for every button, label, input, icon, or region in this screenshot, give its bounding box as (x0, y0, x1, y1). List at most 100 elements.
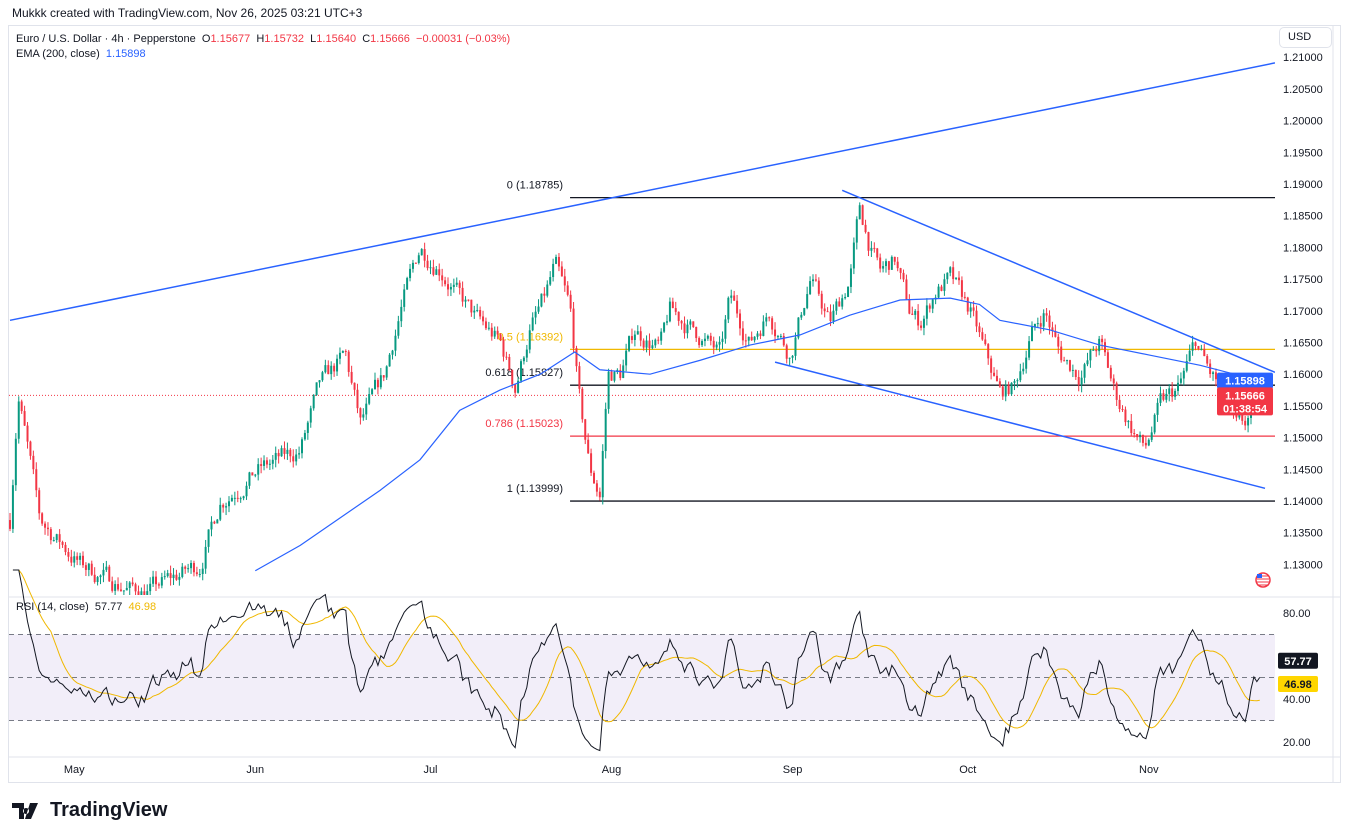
candle-body (636, 331, 639, 335)
candle-body (601, 451, 604, 498)
candle-body (969, 307, 972, 312)
fib-level-label: 0 (1.18785) (507, 180, 563, 192)
candle-body (298, 453, 301, 455)
rsi-value: 57.77 (94, 601, 123, 613)
candle-body (651, 345, 654, 349)
candle-body (1045, 313, 1048, 316)
candle-body (409, 268, 412, 279)
candle-body (216, 519, 219, 524)
candle-body (143, 591, 146, 595)
candle-body (251, 472, 254, 476)
us-flag-icon (1255, 572, 1271, 588)
candle-body (625, 350, 628, 366)
candle-body (359, 408, 362, 418)
candle-body (993, 372, 996, 376)
candle-body (984, 339, 987, 345)
candle-body (1168, 388, 1171, 394)
candle-body (444, 280, 447, 285)
candle-body (788, 357, 791, 359)
candle-body (750, 336, 753, 341)
candle-body (1165, 393, 1168, 400)
candle-body (309, 408, 312, 423)
candle-body (709, 335, 712, 341)
candle-body (1214, 372, 1217, 380)
last-price-tag-text: 01:38:54 (1223, 403, 1268, 415)
candle-body (560, 266, 563, 277)
currency-button[interactable]: USD (1279, 27, 1332, 48)
candle-body (461, 287, 464, 302)
candle-body (479, 309, 482, 317)
candle-body (432, 267, 435, 275)
candle-body (32, 455, 35, 470)
rsi-value-tag (1278, 652, 1318, 669)
candle-body (998, 381, 1001, 387)
candle-body (940, 286, 943, 291)
candle-body (1083, 364, 1086, 378)
candle-body (117, 584, 120, 590)
candle-body (1136, 434, 1139, 438)
candle-body (534, 311, 537, 318)
candle-body (283, 448, 286, 454)
candle-body (1174, 390, 1177, 397)
candle-body (137, 591, 140, 595)
rsi-legend: RSI (14, close) 57.77 46.98 (16, 601, 156, 613)
candle-body (292, 456, 295, 462)
candle-body (1121, 408, 1124, 410)
time-tick-label: Jul (423, 764, 437, 776)
rsi-label[interactable]: RSI (14, close) (16, 601, 89, 613)
candle-body (327, 365, 330, 375)
candle-body (1104, 342, 1106, 353)
candle-body (990, 358, 993, 373)
candle-body (648, 340, 651, 349)
candle-body (511, 369, 514, 385)
high-value: 1.15732 (264, 33, 305, 45)
candle-body (917, 310, 920, 326)
tradingview-logo-icon (12, 802, 38, 819)
candle-body (730, 295, 733, 298)
candle-body (321, 372, 324, 381)
candle-body (1153, 414, 1156, 433)
candle-body (1197, 345, 1200, 350)
candle-body (464, 299, 467, 302)
candle-body (38, 490, 41, 514)
candle-body (890, 256, 893, 270)
rsi-ma-line (12, 569, 1260, 729)
candle-body (376, 379, 379, 388)
candle-body (549, 277, 552, 285)
candle-body (809, 281, 812, 295)
candle-body (166, 573, 169, 577)
candle-body (152, 576, 155, 584)
candle-body (17, 401, 20, 439)
candle-body (674, 308, 677, 312)
time-tick-label: Aug (602, 764, 622, 776)
candle-body (753, 336, 756, 341)
candle-body (82, 555, 84, 566)
candle-body (1022, 368, 1025, 372)
candle-body (768, 317, 771, 319)
candle-body (619, 369, 622, 379)
ema-label[interactable]: EMA (200, close) (16, 48, 100, 60)
candle-body (1077, 376, 1080, 385)
upper-trendline (9, 62, 1275, 322)
candle-body (458, 282, 461, 288)
candle-body (70, 556, 73, 563)
candle-body (254, 474, 257, 476)
candle-body (885, 261, 887, 267)
candle-body (817, 280, 820, 294)
candle-body (73, 556, 76, 563)
candle-body (225, 506, 228, 508)
candle-body (1179, 378, 1182, 383)
candle-body (517, 380, 520, 393)
candle-body (303, 432, 306, 440)
candle-body (829, 311, 832, 322)
candle-body (260, 464, 263, 466)
candle-body (963, 296, 966, 298)
price-tick-label: 1.18000 (1283, 242, 1323, 254)
chart-frame (8, 25, 1341, 783)
candle-body (613, 372, 616, 381)
candle-body (803, 308, 806, 315)
symbol-name[interactable]: Euro / U.S. Dollar · 4h · Pepperstone (16, 33, 196, 45)
last-price-tag (1217, 387, 1273, 416)
candle-body (1147, 439, 1150, 446)
